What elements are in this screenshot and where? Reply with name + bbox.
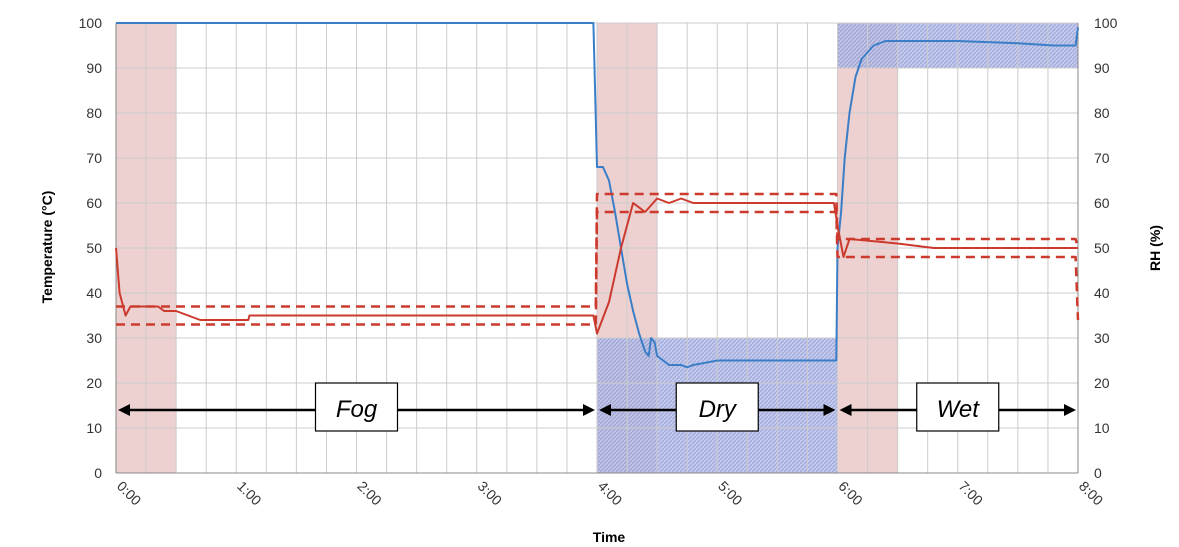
y-left-tick-label: 100	[79, 15, 103, 31]
series-line-2	[116, 192, 1080, 308]
x-tick-label: 4:00	[595, 478, 626, 509]
y-right-tick-label: 40	[1094, 285, 1110, 301]
series-line-0	[116, 22, 1079, 369]
y-right-tick-label: 70	[1094, 150, 1110, 166]
series-line-1	[115, 197, 1078, 335]
x-tick-label: 2:00	[354, 478, 385, 509]
x-tick-label: 3:00	[475, 478, 506, 509]
y-axis-left-title: Temperature (°C)	[39, 191, 55, 304]
y-left-tick-label: 40	[86, 285, 102, 301]
y-left-tick-label: 30	[86, 330, 102, 346]
y-right-tick-label: 60	[1094, 195, 1110, 211]
y-left-tick-label: 20	[86, 375, 102, 391]
phase-label-1: Dry	[699, 396, 738, 423]
phase-label-0: Fog	[336, 396, 378, 423]
x-tick-label: 5:00	[715, 478, 746, 509]
y-axis-right-title: RH (%)	[1147, 225, 1163, 271]
y-left-tick-label: 70	[86, 150, 102, 166]
x-tick-label: 8:00	[1076, 478, 1107, 509]
y-left-tick-label: 0	[94, 465, 102, 481]
y-right-tick-label: 10	[1094, 420, 1110, 436]
y-left-tick-label: 90	[86, 60, 102, 76]
x-tick-label: 1:00	[234, 478, 265, 509]
phase-label-box-0	[314, 382, 399, 432]
phase-arrowhead-right-1	[823, 404, 836, 416]
phase-annotations: Fog Dry Wet	[118, 382, 1076, 432]
x-tick-label: 6:00	[835, 478, 866, 509]
y-right-tick-label: 90	[1094, 60, 1110, 76]
phase-label-box-2	[916, 382, 1000, 432]
series-line-3	[116, 210, 1080, 326]
series-group	[115, 22, 1080, 369]
phase-arrowhead-left-2	[839, 404, 852, 416]
phase-arrowhead-right-2	[1064, 404, 1076, 416]
y-left-tick-label: 60	[86, 195, 102, 211]
y-left-tick-label: 80	[86, 105, 102, 121]
phase-arrowhead-left-1	[599, 404, 611, 416]
phase-label-box-1	[675, 382, 759, 432]
x-axis-title: Time	[593, 529, 626, 545]
phase-arrowhead-left-0	[118, 404, 130, 416]
y-right-tick-label: 100	[1094, 15, 1118, 31]
x-tick-label: 7:00	[956, 478, 987, 509]
y-left-tick-label: 10	[86, 420, 102, 436]
phase-arrowhead-right-0	[583, 404, 595, 416]
x-tick-label: 0:00	[114, 478, 145, 509]
phase-label-2: Wet	[937, 396, 981, 423]
y-left-tick-label: 50	[86, 240, 102, 256]
y-right-tick-label: 30	[1094, 330, 1110, 346]
y-right-tick-label: 50	[1094, 240, 1110, 256]
y-right-tick-label: 0	[1094, 465, 1102, 481]
y-right-tick-label: 20	[1094, 375, 1110, 391]
y-right-tick-label: 80	[1094, 105, 1110, 121]
